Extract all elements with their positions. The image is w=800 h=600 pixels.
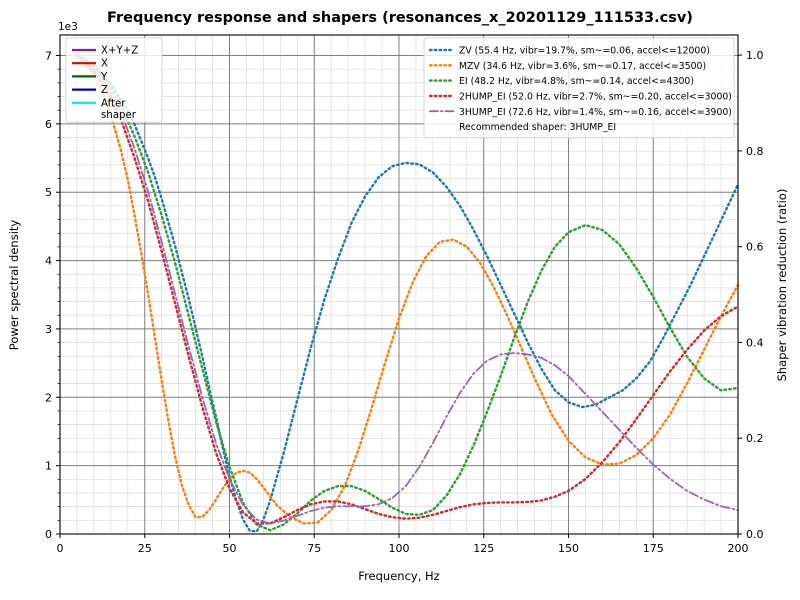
y-tick-label: 6 <box>45 118 52 131</box>
shaper-legend-label-2hump_ei[interactable]: 2HUMP_EI (52.0 Hz, vibr=2.7%, sm~=0.20, … <box>459 92 732 103</box>
shaper-curve-mzv <box>75 53 740 525</box>
x-tick-label: 175 <box>643 542 664 555</box>
legend-label-x[interactable]: X <box>101 59 108 70</box>
y-tick-label: 3 <box>45 323 52 336</box>
y2-tick-label: 0.4 <box>746 336 764 349</box>
x-tick-label: 50 <box>223 542 237 555</box>
legend-label-y[interactable]: Y <box>100 72 108 83</box>
legend-label-z[interactable]: Z <box>101 85 108 96</box>
shaper-legend-label-zv[interactable]: ZV (55.4 Hz, vibr=19.7%, sm~=0.06, accel… <box>459 46 710 57</box>
shaper-curve-zv <box>75 53 740 533</box>
shaper-legend-label-3hump_ei[interactable]: 3HUMP_EI (72.6 Hz, vibr=1.4%, sm~=0.16, … <box>459 107 732 118</box>
y2-tick-label: 0.2 <box>746 432 764 445</box>
y-tick-label: 4 <box>45 255 52 268</box>
y2-tick-label: 0.8 <box>746 145 764 158</box>
y-tick-label: 1 <box>45 460 52 473</box>
legend-label-after-shaper[interactable]: shaper <box>101 110 137 121</box>
recommended-shaper-note: Recommended shaper: 3HUMP_EI <box>459 122 616 133</box>
y2-tick-label: 0.0 <box>746 528 764 541</box>
legend-label-x+y+z[interactable]: X+Y+Z <box>101 46 138 57</box>
shaper-curve-ei <box>75 53 740 532</box>
x-tick-label: 25 <box>138 542 152 555</box>
y-tick-label: 0 <box>45 528 52 541</box>
shaper-curves <box>75 53 740 533</box>
x-tick-label: 100 <box>389 542 410 555</box>
y-tick-label: 7 <box>45 50 52 63</box>
y-axis-label: Power spectral density <box>7 220 21 351</box>
x-tick-label: 75 <box>307 542 321 555</box>
shaper-curve-2hump_ei <box>75 53 740 525</box>
secondary-y-axis-label: Shaper vibration reduction (ratio) <box>775 189 789 382</box>
x-tick-label: 125 <box>473 542 494 555</box>
chart-title: Frequency response and shapers (resonanc… <box>107 10 693 26</box>
y2-tick-label: 0.6 <box>746 241 764 254</box>
shaper-legend-label-mzv[interactable]: MZV (34.6 Hz, vibr=3.6%, sm~=0.17, accel… <box>459 61 706 72</box>
axis-ticks: 0 25 50 75 100 125 150 175 200 0 1 2 3 4 5 6 7 0.0 0.2 0.4 0… <box>45 49 764 555</box>
x-tick-label: 200 <box>728 542 749 555</box>
x-tick-label: 0 <box>57 542 64 555</box>
shaper-legend-label-ei[interactable]: EI (48.2 Hz, vibr=4.8%, sm~=0.14, accel<… <box>459 76 694 87</box>
legend-label-after-shaper[interactable]: After <box>101 98 126 109</box>
y-tick-label: 5 <box>45 186 52 199</box>
x-tick-label: 150 <box>558 542 579 555</box>
shaper-curve-3hump_ei <box>76 54 739 525</box>
x-axis-label: Frequency, Hz <box>358 569 439 583</box>
y-axis-exponent-label: 1e3 <box>58 21 78 33</box>
y-tick-label: 2 <box>45 391 52 404</box>
shaper-legend[interactable]: ZV (55.4 Hz, vibr=19.7%, sm~=0.06, accel… <box>423 37 735 139</box>
y2-tick-label: 1.0 <box>746 49 764 62</box>
